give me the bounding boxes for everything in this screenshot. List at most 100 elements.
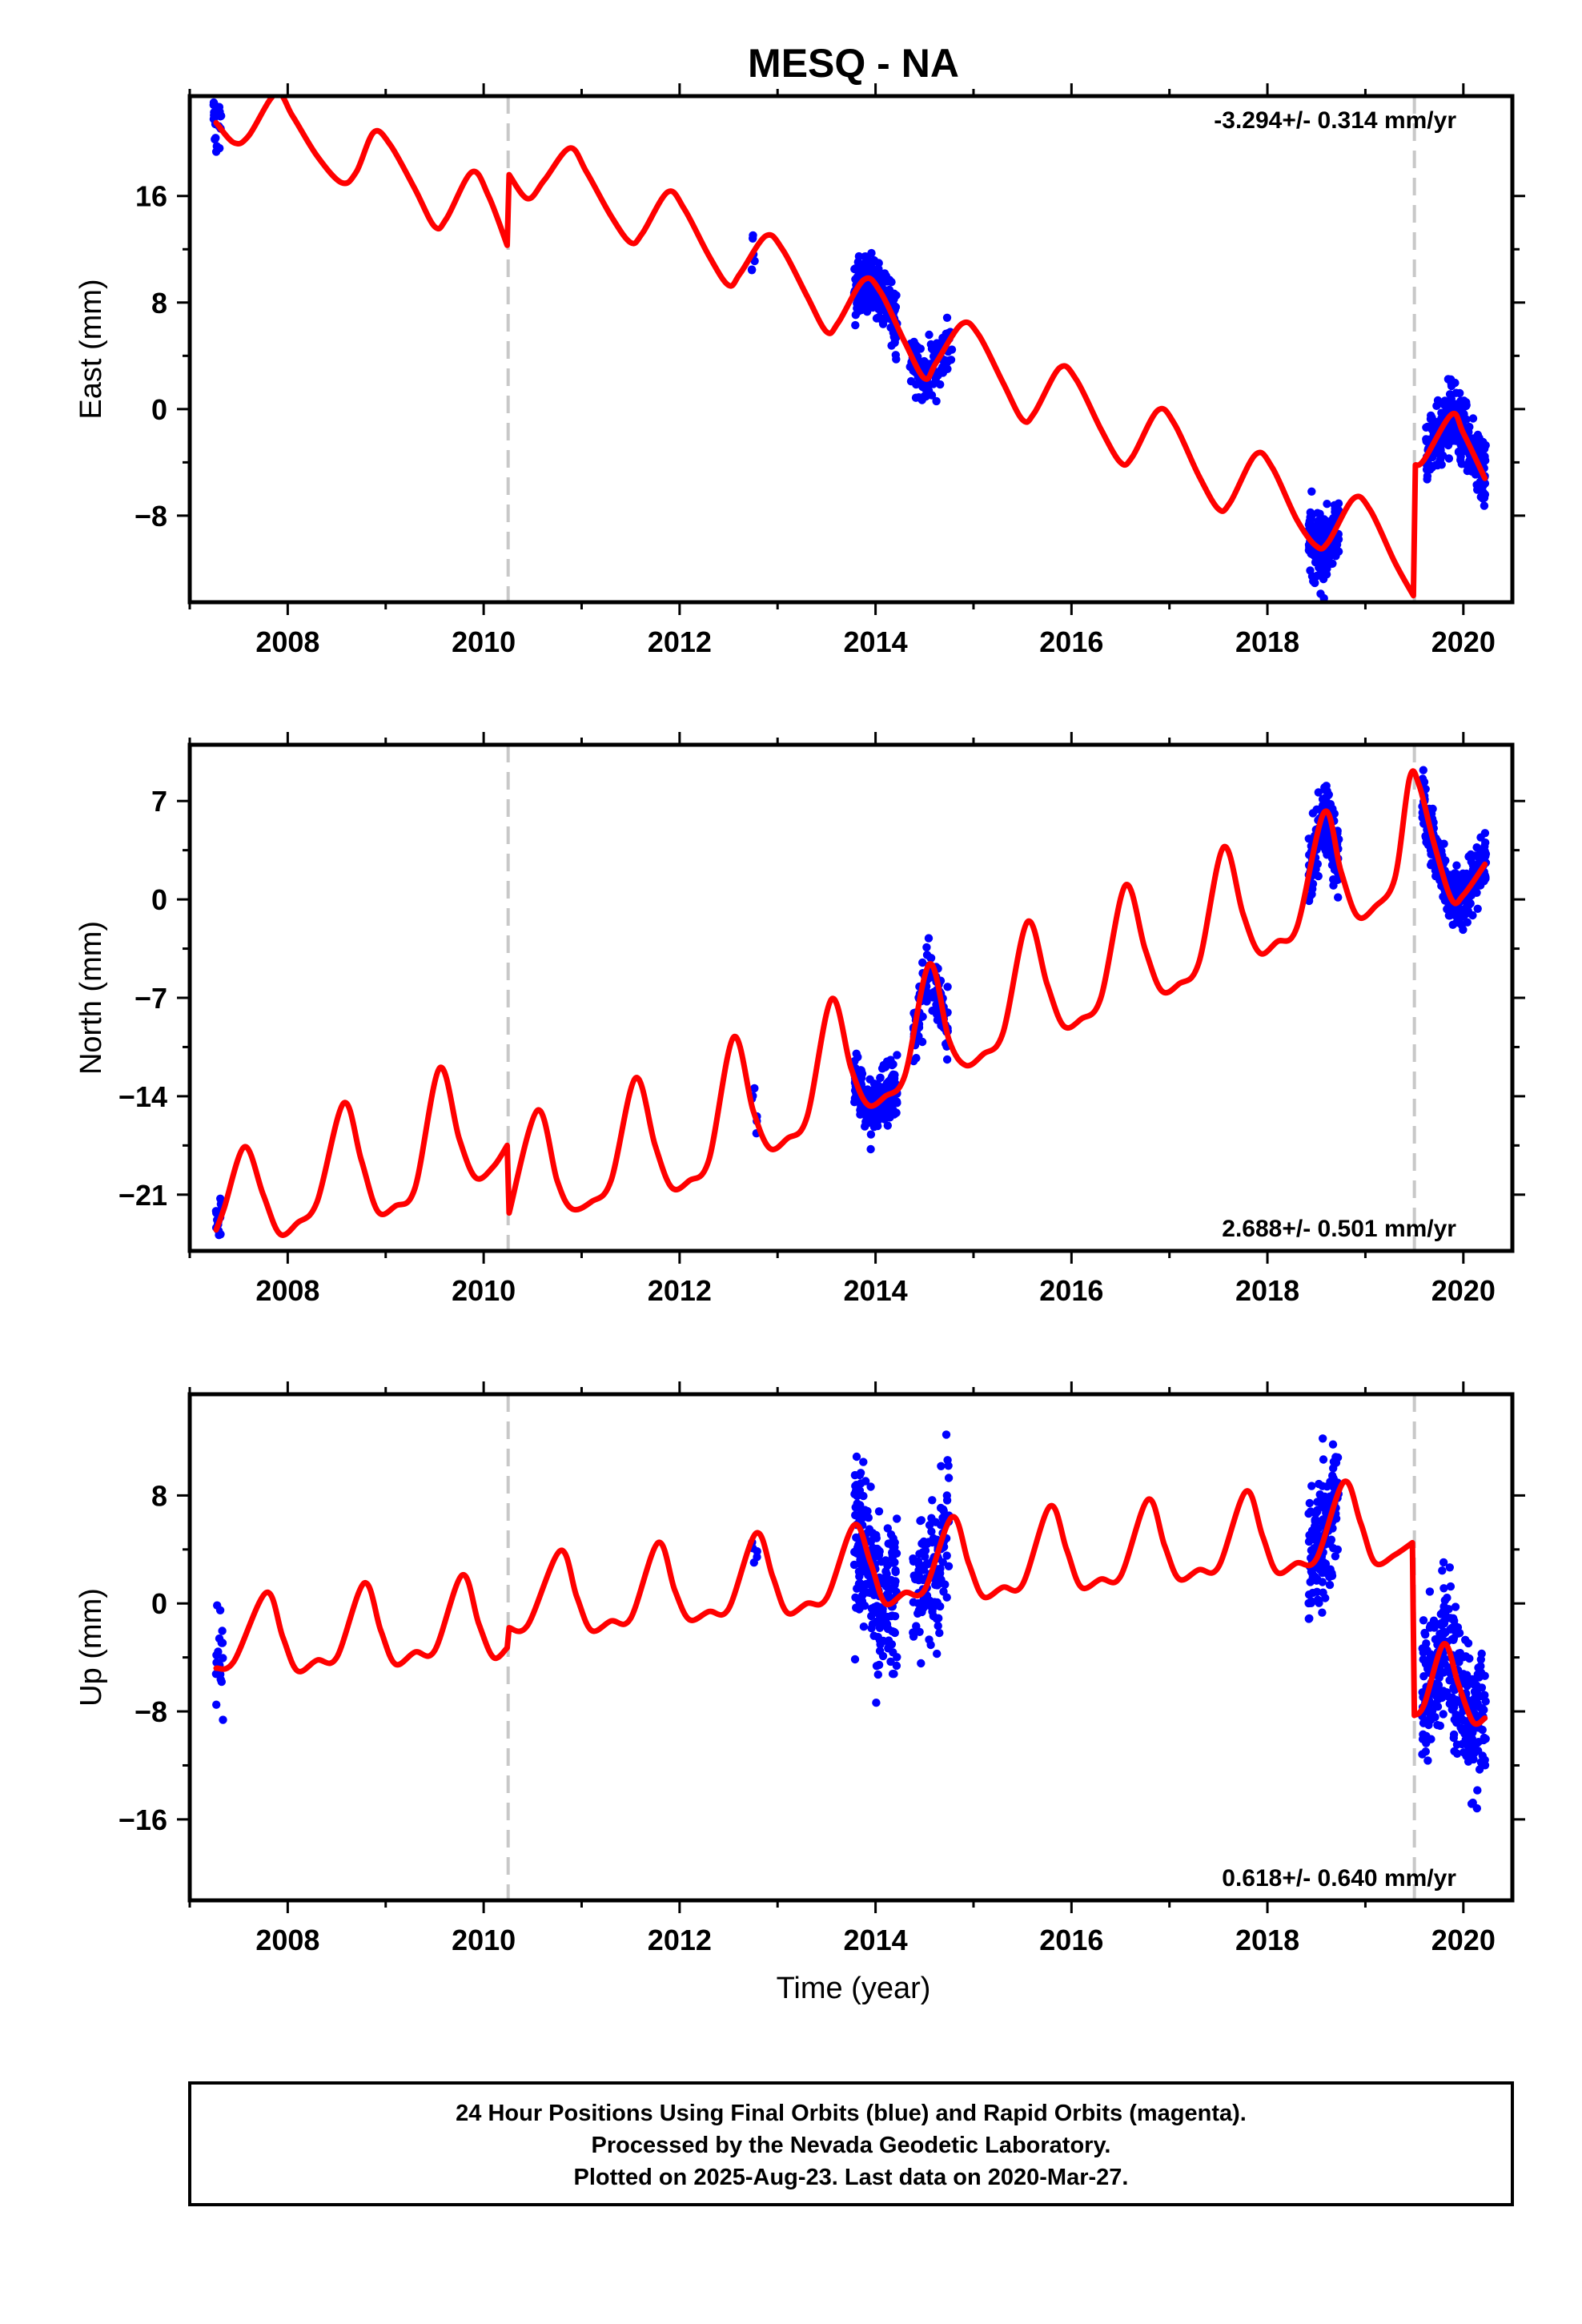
east-data-point [938,333,947,343]
up-data-point [1449,1703,1459,1712]
up-data-point [217,1677,226,1687]
up-data-point [851,1593,860,1602]
up-data-point [936,1521,946,1530]
up-data-point [1426,1621,1435,1630]
east-data-point [864,258,873,267]
up-data-point [937,1575,946,1584]
up-data-point [876,1640,885,1649]
up-data-point [859,1491,868,1501]
north-velocity-label: 2.688+/- 0.501 mm/yr [1222,1216,1456,1242]
north-data-point [1463,909,1472,918]
up-data-point [874,1507,884,1516]
up-data-point [883,1576,892,1585]
up-x-tick-label: 2016 [1039,1924,1103,1956]
north-x-tick-label: 2016 [1039,1274,1103,1307]
up-data-point [878,1651,888,1661]
north-data-point [216,1230,225,1239]
up-data-point [855,1603,865,1613]
up-data-point [219,1715,227,1724]
up-data-point [1439,1710,1447,1719]
up-y-tick-label: 8 [151,1479,167,1512]
up-data-point [1476,1668,1486,1677]
north-data-point [1444,902,1453,911]
x-axis-label: Time (year) [777,1972,931,2005]
up-data-point [1472,1747,1481,1755]
east-data-point [1332,537,1341,547]
east-data-point [874,264,883,274]
up-data-point [1328,1440,1338,1449]
up-data-point [1463,1722,1472,1731]
up-data-point [925,1521,934,1530]
north-data-point [1445,911,1455,920]
up-data-point [1425,1587,1435,1596]
up-data-point [1420,1628,1429,1638]
up-data-point [1439,1607,1447,1616]
up-data-point [927,1514,936,1522]
up-frame [187,1392,1515,1903]
north-y-tick-label: 7 [151,785,167,818]
east-data-point [750,256,759,266]
east-data-point [1334,547,1343,556]
up-data-point [944,1474,954,1482]
up-data-point [893,1514,901,1523]
north-plot-area [211,745,1491,1251]
north-data-point [888,1060,897,1070]
east-y-tick-label: 16 [135,180,167,213]
up-data-point [1433,1689,1442,1698]
up-data-point [1312,1506,1322,1515]
up-data-point [909,1557,918,1566]
up-data-point [875,1623,885,1633]
up-data-point [219,1654,227,1663]
east-data-point [1451,378,1460,388]
north-data-point [1307,890,1316,899]
up-data-point [1481,1697,1490,1706]
footer-frame [188,2081,1514,2206]
up-data-point [866,1482,875,1491]
east-data-point [851,320,860,330]
up-data-point [869,1531,878,1541]
up-data-point [1435,1668,1444,1677]
up-data-point [933,1649,942,1659]
up-data-point [933,1601,942,1610]
east-data-point [1461,401,1471,411]
up-data-point [1421,1747,1431,1756]
up-y-tick-label: 0 [151,1587,167,1620]
north-data-point [893,1099,901,1108]
up-data-point [857,1597,867,1606]
panels-group: 2008 2010 2012 2014 2016 2018 2020 −8 0 8 16 East (… [74,83,1525,1956]
up-data-point [215,1606,225,1615]
up-y-axis-label: Up (mm) [74,1588,108,1707]
up-data-point [1305,1498,1315,1508]
north-data-point [1320,795,1330,804]
north-data-point [1441,856,1450,865]
up-data-point [853,1499,861,1508]
east-data-point [1306,566,1315,575]
north-y-tick-label: −7 [135,982,167,1015]
up-data-point [1451,1602,1460,1611]
up-data-point [917,1659,926,1668]
up-data-point [1331,1552,1340,1561]
east-data-point [1307,512,1316,521]
up-data-point [881,1615,890,1624]
up-data-point [852,1452,861,1462]
up-data-point [1443,1594,1452,1602]
up-data-point [861,1562,869,1571]
footer-line-2: Processed by the Nevada Geodetic Laborat… [592,2133,1111,2158]
up-data-point [928,1496,937,1505]
up-data-point [915,1627,924,1637]
up-data-point [1319,1455,1328,1464]
east-data-point [1476,477,1485,486]
north-data-point [1452,918,1461,927]
up-model-curve [213,1478,1488,1727]
east-data-point [1319,572,1327,581]
up-data-point [892,1661,901,1671]
up-data-point [1419,1730,1427,1739]
east-data-point [906,376,916,386]
north-data-point [212,1208,221,1217]
up-data-point [919,1566,929,1574]
north-data-point [1333,875,1342,885]
north-x-tick-label: 2012 [648,1274,712,1307]
east-data-point [944,356,953,365]
north-data-point [924,934,934,943]
up-data-point [212,1658,221,1667]
